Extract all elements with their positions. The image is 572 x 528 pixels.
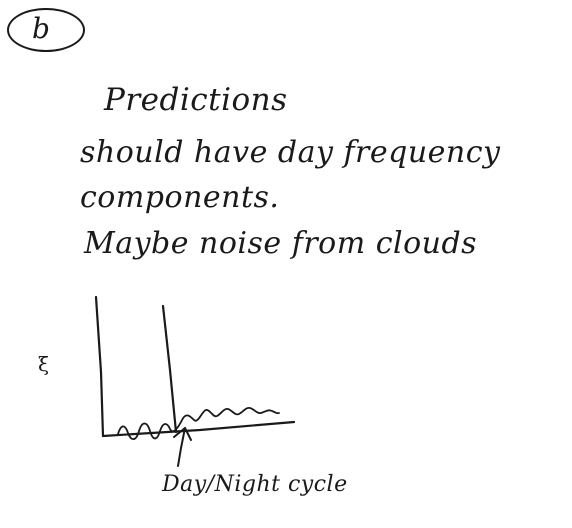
note-line-3: components. <box>80 180 280 215</box>
day-night-annotation: Day/Night cycle <box>162 472 348 497</box>
y-axis-line <box>94 295 105 438</box>
note-line-4: Maybe noise from clouds <box>84 226 478 261</box>
noise-curve <box>117 406 280 441</box>
note-line-2: should have day frequency <box>80 135 501 170</box>
label-letter: b <box>32 12 51 45</box>
peak-line <box>161 304 178 434</box>
x-axis-line <box>101 420 296 438</box>
y-axis-label: ξ <box>38 352 50 376</box>
label-circle <box>7 8 85 52</box>
arrow-shaft <box>177 427 186 467</box>
arrow-head <box>173 427 192 441</box>
note-line-1: Predictions <box>104 82 288 118</box>
